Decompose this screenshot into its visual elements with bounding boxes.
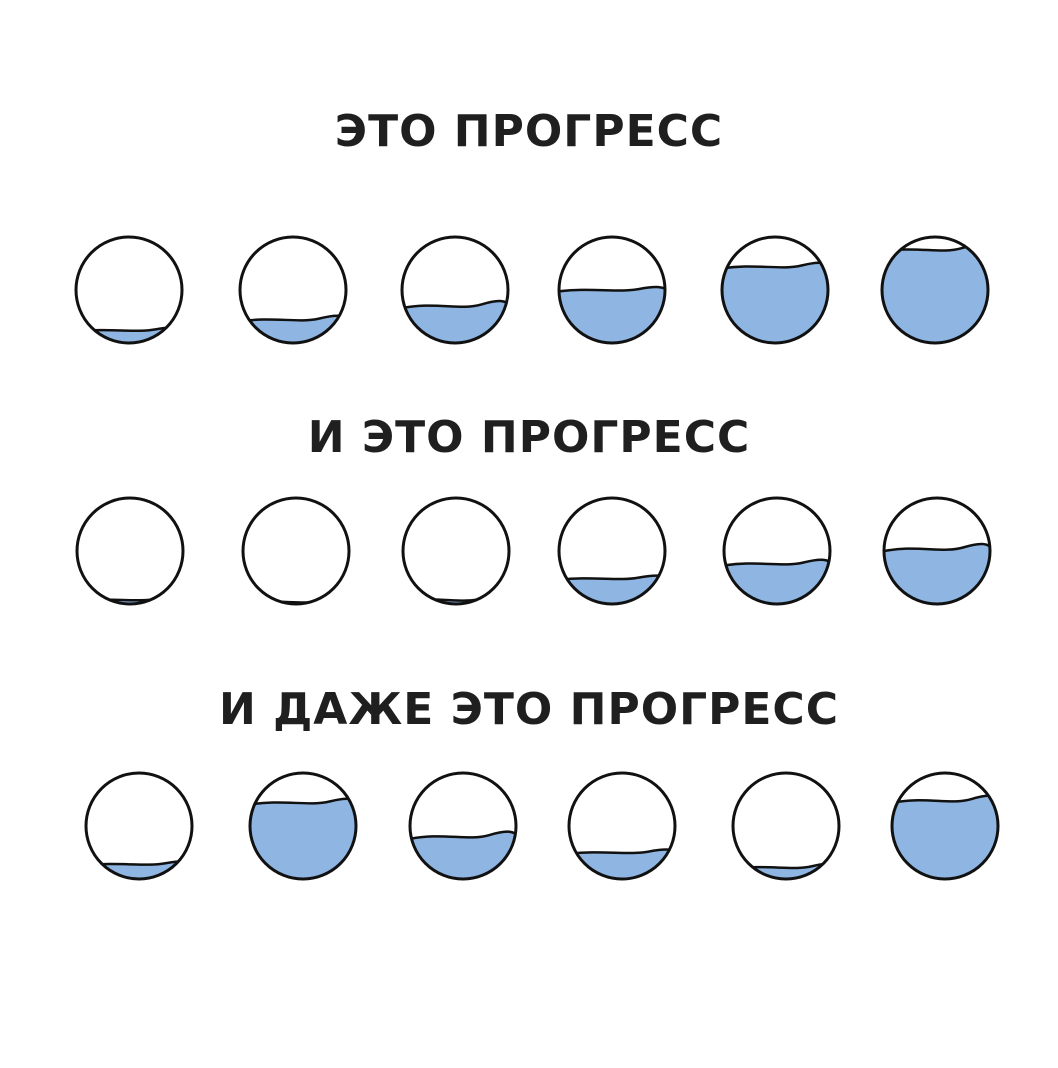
- water-fill: [411, 831, 515, 878]
- jar-2-4: [557, 496, 667, 606]
- jar-outline: [880, 235, 990, 345]
- water-fill: [77, 327, 181, 342]
- jar-1-6: [880, 235, 990, 345]
- water-fill: [893, 795, 997, 878]
- water-surface-line: [734, 862, 838, 871]
- jar-outline: [400, 235, 510, 345]
- jar-outline: [557, 235, 667, 345]
- jar-outline: [248, 771, 358, 881]
- jar-outline: [241, 496, 351, 606]
- jar-outline: [238, 235, 348, 345]
- jar-2-1: [75, 496, 185, 606]
- water-fill: [723, 262, 827, 342]
- jar-2-5: [722, 496, 832, 606]
- jar-outline: [75, 496, 185, 606]
- jar-1-1: [74, 235, 184, 345]
- water-surface-line: [78, 595, 182, 603]
- water-surface-line: [883, 243, 987, 254]
- water-fill: [883, 244, 987, 342]
- jar-1-5: [720, 235, 830, 345]
- water-surface-line: [404, 593, 508, 603]
- jar-outline: [401, 496, 511, 606]
- jar-outline: [890, 771, 1000, 881]
- jar-outline: [567, 771, 677, 881]
- water-fill: [78, 596, 182, 603]
- jar-2-3: [401, 496, 511, 606]
- jar-outline: [720, 235, 830, 345]
- jar-outline: [731, 771, 841, 881]
- water-surface-line: [560, 285, 664, 294]
- water-fill: [560, 287, 664, 342]
- jar-3-3: [408, 771, 518, 881]
- water-fill: [251, 798, 355, 878]
- water-surface-line: [77, 326, 181, 334]
- jar-outline: [882, 496, 992, 606]
- jar-3-5: [731, 771, 841, 881]
- jar-outline: [84, 771, 194, 881]
- heading-progress-1: ЭТО ПРОГРЕСС: [334, 106, 724, 157]
- jar-outline: [408, 771, 518, 881]
- jar-3-6: [890, 771, 1000, 881]
- water-fill: [885, 543, 989, 603]
- jar-3-2: [248, 771, 358, 881]
- jar-1-2: [238, 235, 348, 345]
- heading-progress-2: И ЭТО ПРОГРЕСС: [307, 412, 751, 463]
- jar-1-4: [557, 235, 667, 345]
- jar-outline: [557, 496, 667, 606]
- jar-1-3: [400, 235, 510, 345]
- jar-outline: [722, 496, 832, 606]
- jar-outline: [74, 235, 184, 345]
- jar-3-4: [567, 771, 677, 881]
- heading-progress-3: И ДАЖЕ ЭТО ПРОГРЕСС: [218, 684, 840, 735]
- water-surface-line: [885, 542, 989, 554]
- jar-2-6: [882, 496, 992, 606]
- jar-2-2: [241, 496, 351, 606]
- jar-3-1: [84, 771, 194, 881]
